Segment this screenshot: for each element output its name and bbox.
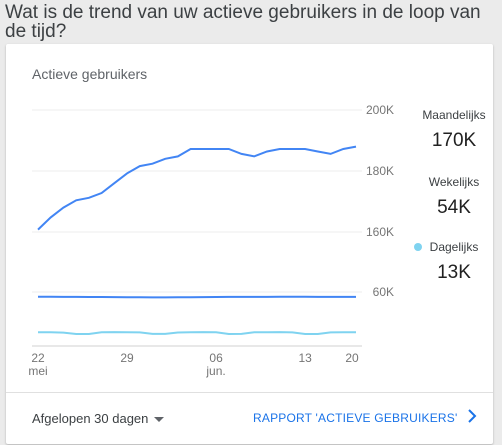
series-line-dagelijks <box>38 331 356 336</box>
x-tick-sublabel: jun. <box>205 364 225 378</box>
legend-monthly-value: 170K <box>431 130 477 151</box>
caret-down-icon <box>154 417 165 423</box>
date-range-dropdown[interactable]: Afgelopen 30 dagen <box>32 411 165 426</box>
legend-daily-label: Dagelijks <box>429 240 479 254</box>
legend-weekly: Wekelijks 54K <box>414 175 494 219</box>
card-title: Actieve gebruikers <box>32 66 148 82</box>
report-link[interactable]: RAPPORT 'ACTIEVE GEBRUIKERS' <box>253 411 458 425</box>
page-question: Wat is de trend van uw actieve gebruiker… <box>5 2 481 42</box>
date-range-label: Afgelopen 30 dagen <box>32 411 149 426</box>
y-tick-label: 60K <box>373 285 394 299</box>
legend-daily: Dagelijks 13K <box>414 240 494 284</box>
legend-daily-value: 13K <box>437 262 471 283</box>
y-tick-label: 160K <box>366 225 394 239</box>
x-tick-sublabel: mei <box>28 364 47 378</box>
active-users-card: Actieve gebruikers 200K 180K 160K 60K 22 mei… <box>6 44 493 444</box>
legend-weekly-value: 54K <box>437 197 471 218</box>
legend-monthly: Maandelijks 170K <box>414 108 494 152</box>
legend-weekly-label: Wekelijks <box>428 175 480 189</box>
series-line-maandelijks <box>37 145 357 231</box>
x-tick-label: 22 <box>31 351 45 365</box>
x-tick-label: 20 <box>345 351 359 365</box>
x-tick-label: 29 <box>120 351 134 365</box>
card-footer: Afgelopen 30 dagen RAPPORT 'ACTIEVE GEBR… <box>6 392 493 445</box>
chevron-right-icon[interactable] <box>465 407 479 425</box>
y-tick-label: 180K <box>366 164 394 178</box>
y-tick-label: 200K <box>366 103 394 117</box>
x-tick-label: 06 <box>209 351 223 365</box>
series-line-wekelijks <box>38 295 356 299</box>
legend-daily-dot <box>414 243 422 251</box>
x-tick-label: 13 <box>298 351 312 365</box>
legend-monthly-label: Maandelijks <box>422 108 486 122</box>
